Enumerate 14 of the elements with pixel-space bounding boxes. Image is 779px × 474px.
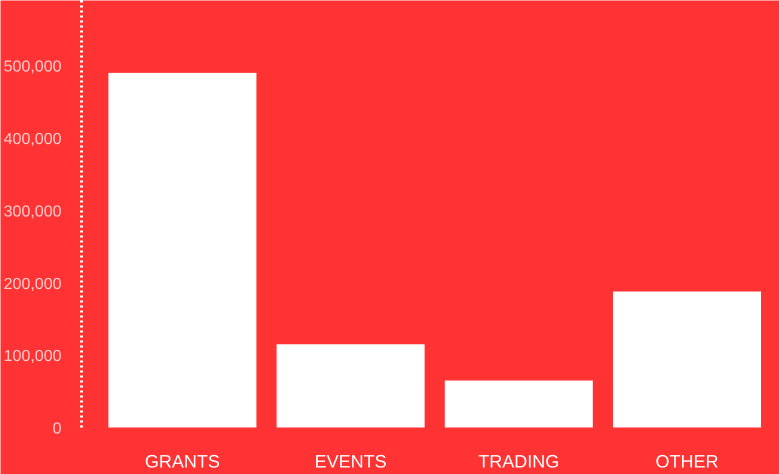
x-tick-label: GRANTS	[144, 452, 220, 472]
bar	[108, 72, 256, 428]
y-tick-label: 300,000	[4, 203, 62, 220]
x-tick-label: EVENTS	[314, 452, 387, 472]
x-tick-label: OTHER	[655, 452, 718, 472]
y-tick-label: 200,000	[4, 276, 62, 293]
y-tick-label: 100,000	[4, 348, 62, 366]
y-tick-label: 500,000	[4, 58, 62, 76]
y-tick-label: 0	[52, 420, 62, 438]
bar	[276, 344, 425, 428]
bar	[444, 380, 593, 428]
y-tick-label: 400,000	[4, 131, 62, 148]
x-tick-label: TRADING	[478, 452, 560, 472]
bar	[612, 291, 761, 428]
